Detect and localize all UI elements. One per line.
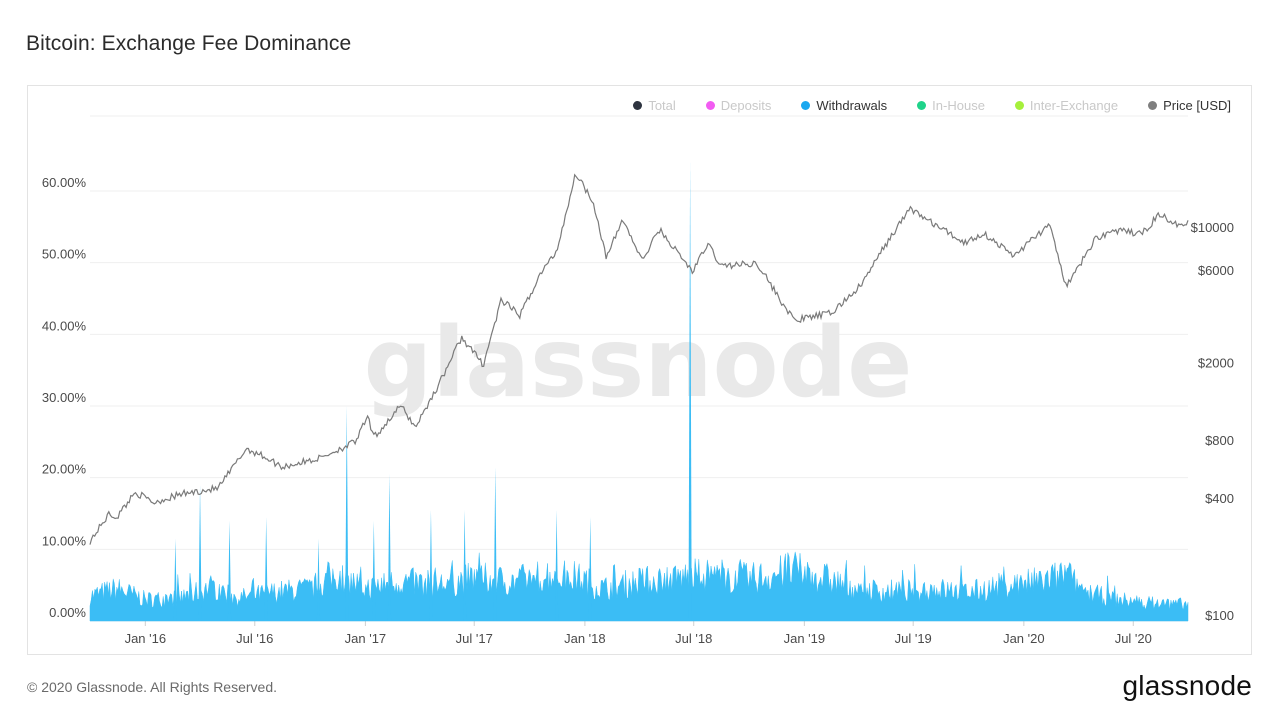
legend-dot-icon	[1148, 101, 1158, 110]
watermark: glassnode	[364, 307, 913, 419]
withdrawals-spike	[372, 520, 376, 621]
legend-label: Price [USD]	[1163, 98, 1231, 113]
x-tick-label: Jan '17	[345, 631, 387, 646]
x-tick-label: Jul '17	[456, 631, 493, 646]
copyright-text: © 2020 Glassnode. All Rights Reserved.	[27, 679, 278, 695]
withdrawals-spike	[387, 474, 392, 621]
legend-label: Deposits	[720, 98, 772, 113]
withdrawals-spike	[555, 509, 559, 621]
withdrawals-area	[89, 551, 1189, 622]
withdrawals-spike	[264, 517, 268, 621]
y-tick-label: 20.00%	[42, 462, 87, 477]
y2-tick-label: $6000	[1198, 263, 1234, 278]
y2-tick-label: $800	[1205, 433, 1234, 448]
withdrawals-spike	[198, 484, 202, 621]
legend-item-price-usd[interactable]: Price [USD]	[1148, 98, 1231, 113]
fee-dominance-chart: 0.00% 10.00% 20.00% 30.00% 40.00% 50.00% 60.00…	[42, 115, 1234, 646]
chart-legend: Total Deposits Withdrawals In-House Inter-Ex…	[633, 98, 1231, 113]
legend-label: Inter-Exchange	[1029, 98, 1119, 113]
withdrawals-spike	[173, 538, 177, 621]
legend-label: Withdrawals	[816, 98, 888, 113]
x-tick-label: Jul '20	[1115, 631, 1152, 646]
x-tick-label: Jul '16	[236, 631, 273, 646]
x-tick-label: Jan '18	[564, 631, 606, 646]
withdrawals-spike	[227, 520, 232, 621]
withdrawals-spike	[316, 538, 321, 621]
y2-tick-label: $100	[1205, 608, 1234, 623]
x-tick-label: Jan '16	[125, 631, 167, 646]
page-title: Bitcoin: Exchange Fee Dominance	[26, 32, 352, 55]
legend-dot-icon	[705, 101, 715, 110]
y-tick-label: 10.00%	[42, 533, 87, 548]
withdrawals-spike	[493, 466, 497, 621]
legend-dot-icon	[917, 101, 927, 110]
chart-panel: 0.00% 10.00% 20.00% 30.00% 40.00% 50.00% 60.00…	[27, 85, 1252, 655]
brand-logo[interactable]: glassnode	[1122, 670, 1252, 701]
withdrawals-spike	[688, 162, 692, 621]
legend-dot-icon	[801, 101, 811, 110]
legend-item-inter-exchange[interactable]: Inter-Exchange	[1014, 98, 1119, 113]
x-tick-label: Jul '19	[895, 631, 932, 646]
legend-item-deposits[interactable]: Deposits	[705, 98, 772, 113]
withdrawals-spike	[463, 509, 467, 621]
y-tick-label: 60.00%	[42, 175, 87, 190]
legend-dot-icon	[1014, 101, 1024, 110]
legend-label: In-House	[932, 98, 985, 113]
legend-item-withdrawals[interactable]: Withdrawals	[801, 98, 887, 113]
withdrawals-spike	[345, 406, 349, 621]
legend-item-in-house[interactable]: In-House	[917, 98, 985, 113]
withdrawals-spike	[588, 517, 592, 621]
legend-item-total[interactable]: Total	[633, 98, 676, 113]
legend-dot-icon	[633, 101, 643, 110]
x-tick-label: Jul '18	[675, 631, 712, 646]
y2-tick-label: $10000	[1191, 220, 1234, 235]
y2-tick-label: $2000	[1198, 356, 1234, 371]
withdrawals-spike	[429, 509, 433, 621]
legend-label: Total	[648, 98, 676, 113]
y-tick-label: 0.00%	[49, 605, 86, 620]
y-tick-label: 40.00%	[42, 318, 87, 333]
x-tick-label: Jan '19	[784, 631, 826, 646]
x-tick-label: Jan '20	[1003, 631, 1045, 646]
price-line	[89, 173, 1189, 545]
y-tick-label: 30.00%	[42, 390, 87, 405]
y2-tick-label: $400	[1205, 491, 1234, 506]
y-tick-label: 50.00%	[42, 247, 87, 262]
